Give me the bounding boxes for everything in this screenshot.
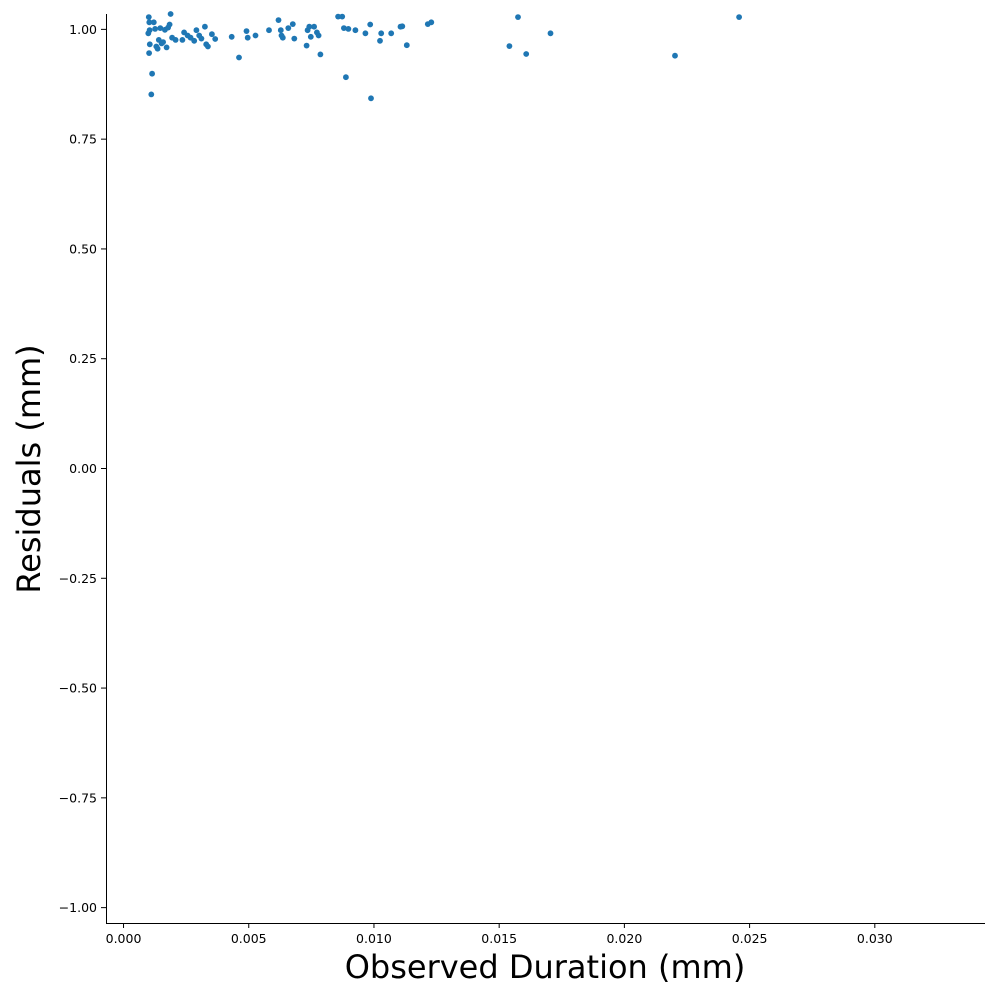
data-point-35 (212, 36, 219, 42)
data-point-57 (335, 13, 341, 20)
y-tick-label: −1.00 (59, 900, 97, 915)
data-point-49 (303, 42, 310, 49)
data-point-30 (198, 35, 205, 42)
y-tick-label: 0.25 (69, 351, 97, 366)
data-point-27 (191, 37, 198, 44)
data-point-39 (244, 34, 251, 41)
data-point-23 (179, 37, 186, 43)
data-point-37 (236, 54, 242, 61)
data-point-53 (311, 23, 317, 30)
data-point-4 (146, 41, 153, 48)
data-point-77 (547, 30, 554, 37)
data-point-73 (428, 19, 435, 26)
data-point-33 (205, 43, 211, 50)
data-point-46 (285, 25, 292, 31)
data-point-43 (277, 27, 284, 34)
data-point-13 (157, 25, 164, 31)
data-point-60 (343, 74, 349, 81)
data-point-66 (377, 37, 383, 44)
data-point-31 (202, 23, 208, 30)
data-point-38 (243, 28, 250, 34)
scatter-markers (145, 11, 742, 102)
data-point-51 (306, 23, 313, 30)
data-point-15 (160, 39, 167, 45)
data-point-70 (399, 23, 406, 30)
x-axis-title: Observed Duration (mm) (345, 948, 746, 986)
data-point-40 (252, 32, 259, 39)
data-point-52 (307, 33, 314, 40)
y-tick-label: −0.75 (59, 790, 97, 805)
data-point-67 (378, 30, 385, 37)
data-point-11 (154, 45, 161, 52)
data-point-0 (145, 14, 152, 20)
y-tick-label: 1.00 (69, 22, 97, 37)
data-point-76 (523, 51, 530, 57)
data-point-1 (146, 19, 153, 26)
data-point-65 (368, 95, 374, 102)
y-tick-label: 0.50 (69, 241, 97, 256)
data-point-48 (291, 35, 298, 42)
y-tick-label: −0.50 (59, 681, 97, 696)
data-point-68 (388, 30, 395, 37)
data-point-3 (145, 30, 152, 37)
data-point-58 (339, 13, 346, 20)
data-point-78 (672, 52, 678, 59)
x-tick-label: 0.025 (732, 931, 768, 946)
y-tick-label: 0.00 (69, 461, 97, 476)
data-point-59 (341, 25, 347, 31)
data-point-9 (152, 26, 159, 32)
x-axis-ticks: 0.000 0.005 0.010 0.015 0.020 0.025 0.030 (106, 923, 893, 946)
data-point-19 (166, 21, 173, 28)
data-point-8 (150, 19, 157, 26)
data-point-20 (167, 11, 174, 17)
data-point-41 (266, 27, 272, 34)
data-point-6 (149, 70, 156, 77)
y-axis-title: Residuals (mm) (10, 344, 48, 593)
data-point-74 (506, 43, 513, 49)
data-point-45 (279, 34, 286, 41)
x-tick-label: 0.030 (857, 931, 893, 946)
data-point-34 (209, 31, 215, 38)
data-point-7 (148, 91, 155, 98)
data-point-17 (163, 44, 170, 51)
data-point-5 (146, 50, 153, 56)
data-point-64 (367, 21, 374, 28)
data-point-56 (317, 51, 324, 58)
x-tick-label: 0.010 (356, 931, 392, 946)
data-point-61 (345, 26, 352, 32)
y-axis-ticks: 1.00 0.75 0.50 0.25 0.00 −0.25 −0.50 −0.75 −1.00 (59, 22, 106, 915)
data-point-75 (515, 14, 521, 20)
data-point-63 (362, 30, 369, 37)
data-point-62 (352, 27, 359, 34)
data-point-42 (275, 17, 282, 23)
x-tick-label: 0.020 (606, 931, 642, 946)
y-tick-label: −0.25 (59, 571, 97, 586)
y-tick-label: 0.75 (69, 132, 97, 147)
x-tick-label: 0.000 (106, 931, 142, 946)
data-point-22 (172, 37, 179, 43)
x-tick-label: 0.015 (481, 931, 517, 946)
data-point-79 (736, 14, 742, 20)
data-point-71 (403, 42, 410, 49)
data-point-55 (315, 32, 322, 39)
data-point-28 (193, 27, 200, 34)
x-tick-label: 0.005 (231, 931, 267, 946)
data-point-36 (228, 33, 235, 40)
data-point-47 (289, 21, 296, 27)
